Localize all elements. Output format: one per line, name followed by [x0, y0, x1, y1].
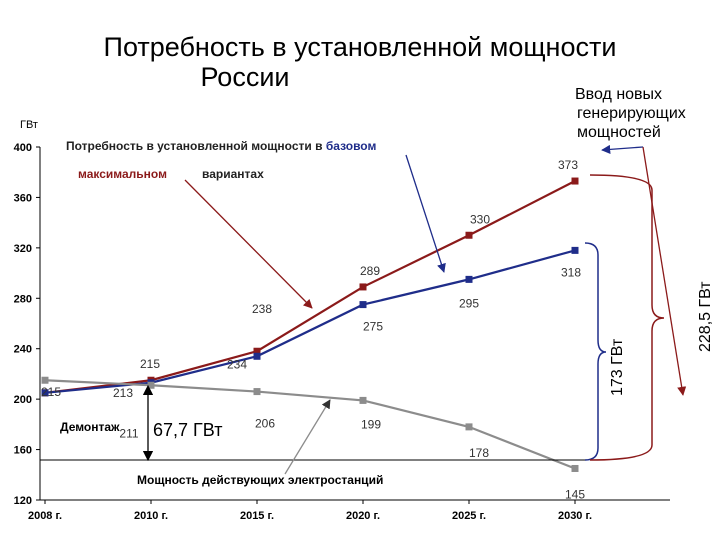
data-label: 275	[363, 320, 383, 334]
data-label: 215	[140, 357, 160, 371]
data-label: 145	[565, 487, 585, 501]
x-tick-label: 2030 г.	[558, 510, 592, 522]
data-label: 199	[361, 417, 381, 431]
annotation-need-line: Потребность в установленной мощности в б…	[66, 139, 376, 153]
annotation-need-prefix: Потребность в установленной мощности в	[66, 139, 323, 153]
annotation-max-word: максимальном	[78, 167, 167, 181]
data-label: 238	[252, 302, 272, 316]
bracket-max	[589, 174, 665, 461]
series-line	[44, 379, 576, 470]
data-point	[359, 283, 367, 291]
y-tick-label: 360	[14, 192, 32, 204]
arrow-new-capacity-base	[601, 144, 644, 154]
page-title-line2: России	[200, 62, 290, 92]
annotation-existing-plants: Мощность действующих электростанций	[137, 473, 383, 487]
data-point	[147, 381, 155, 389]
data-label: 213	[113, 386, 133, 400]
data-point	[465, 231, 473, 239]
arrow-max-variant	[184, 179, 313, 309]
data-point	[359, 301, 367, 309]
x-tick-label: 2025 г.	[452, 510, 486, 522]
data-point	[571, 177, 579, 185]
bracket-max-label: 228,5 ГВт	[697, 281, 714, 352]
data-label: 330	[470, 212, 490, 226]
data-point	[359, 396, 367, 404]
annotation-new-capacity-1: Ввод новых	[575, 86, 662, 103]
data-label: 373	[558, 158, 578, 172]
series-line	[44, 180, 576, 394]
data-label: 178	[469, 446, 489, 460]
arrow-base-variant	[405, 154, 446, 273]
data-point	[41, 376, 49, 384]
x-tick-label: 2008 г.	[28, 510, 62, 522]
y-tick-label: 400	[14, 142, 32, 154]
data-label: 206	[255, 417, 275, 431]
data-label: 318	[561, 265, 581, 279]
x-tick-label: 2015 г.	[240, 510, 274, 522]
data-point	[41, 389, 49, 397]
page-title-line1: Потребность в установленной мощности	[103, 32, 617, 62]
y-tick-label: 320	[14, 243, 32, 255]
annotation-new-capacity-3: мощностей	[577, 124, 661, 141]
data-point	[253, 347, 261, 355]
data-label: 215	[41, 385, 61, 399]
data-point	[465, 423, 473, 431]
data-label: 289	[360, 264, 380, 278]
data-point	[465, 275, 473, 283]
annotation-new-capacity-2: генерирующих	[577, 105, 686, 122]
data-point	[571, 246, 579, 254]
data-label: 211	[119, 426, 138, 440]
annotation-base-word: базовом	[326, 139, 377, 153]
x-tick-label: 2020 г.	[346, 510, 380, 522]
bracket-base	[584, 242, 607, 461]
data-point	[253, 352, 261, 360]
data-label: 295	[459, 296, 479, 310]
x-tick-label: 2010 г.	[134, 510, 168, 522]
data-point	[571, 464, 579, 472]
annotation-decommission: Демонтаж	[60, 420, 120, 434]
y-tick-label: 160	[14, 445, 32, 457]
bracket-base-label: 173 ГВт	[609, 338, 626, 396]
annotation-variants-word: вариантах	[202, 167, 264, 181]
arrow-existing-plants	[284, 399, 331, 475]
y-tick-label: 120	[14, 495, 32, 507]
y-tick-label: 240	[14, 344, 32, 356]
annotation-decommission-value: 67,7 ГВт	[153, 420, 222, 440]
y-tick-label: 200	[14, 394, 32, 406]
arrow-new-capacity-max	[642, 146, 687, 396]
y-axis-unit: ГВт	[20, 119, 38, 131]
series-line	[44, 249, 576, 394]
data-label: 234	[227, 357, 247, 371]
data-point	[253, 388, 261, 396]
y-tick-label: 280	[14, 293, 32, 305]
